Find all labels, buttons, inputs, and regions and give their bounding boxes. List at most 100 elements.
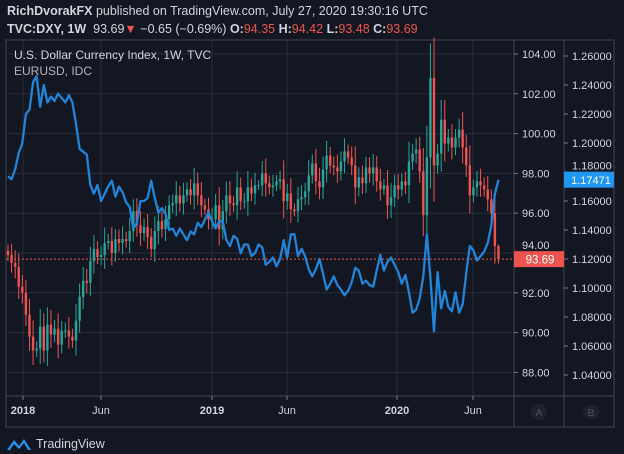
- candle-body: [336, 167, 339, 172]
- scale-button-b[interactable]: [583, 404, 599, 420]
- candle-body: [411, 153, 414, 162]
- candle-body: [282, 179, 285, 202]
- candle-body: [314, 163, 318, 182]
- close-label: C:: [373, 22, 387, 36]
- candle-body: [196, 183, 199, 196]
- symbol-label: TVC:DXY, 1W: [7, 22, 87, 36]
- scale-button-b-label[interactable]: B: [588, 408, 595, 419]
- candle-body: [465, 147, 468, 166]
- candle-body: [475, 181, 479, 188]
- candle-body: [432, 77, 436, 166]
- candle-body: [214, 205, 217, 220]
- candle-body: [182, 195, 185, 204]
- time-axis-label: Jun: [92, 405, 110, 417]
- candle-body: [189, 189, 192, 196]
- scale-button-a[interactable]: [531, 404, 547, 420]
- dxy-axis-label: 88.00: [522, 367, 550, 379]
- eurusd-axis-label: 1.20000: [572, 138, 612, 150]
- candle-body: [414, 149, 418, 154]
- candle-body: [343, 151, 346, 162]
- tradingview-brand: TradingView: [36, 437, 105, 451]
- candle-body: [296, 199, 300, 212]
- candle-body: [107, 241, 110, 244]
- candle-body: [203, 205, 207, 210]
- dxy-axis-label: 100.00: [522, 129, 556, 141]
- eurusd-axis-label: 1.12000: [572, 254, 612, 266]
- high-value: 94.42: [291, 22, 324, 36]
- candle-body: [200, 195, 203, 206]
- candle-body: [74, 320, 78, 341]
- candle-body: [307, 175, 310, 192]
- down-arrow-icon: ▼: [124, 22, 137, 36]
- candle-body: [253, 185, 257, 194]
- candle-body: [325, 155, 328, 170]
- candle-body: [268, 183, 271, 188]
- candle-body: [28, 314, 31, 337]
- candle-body: [311, 163, 314, 176]
- candle-body: [293, 209, 296, 212]
- candle-body: [139, 225, 142, 234]
- low-value: 93.48: [338, 22, 370, 36]
- candle-body: [303, 191, 307, 198]
- candle-body: [228, 195, 232, 204]
- candle-body: [339, 161, 343, 172]
- eurusd-last-price-label: 1.17471: [571, 175, 611, 187]
- candle-body: [436, 153, 439, 166]
- candle-body: [167, 205, 171, 220]
- candle-body: [468, 165, 472, 196]
- candle-body: [178, 195, 182, 204]
- candle-body: [393, 185, 396, 198]
- dxy-axis-label: 94.00: [522, 240, 550, 252]
- candle-body: [346, 151, 350, 158]
- last-price: 93.69: [93, 22, 125, 36]
- candle-body: [321, 169, 325, 188]
- candle-body: [425, 157, 429, 216]
- candle-body: [89, 260, 92, 283]
- candle-body: [53, 328, 56, 335]
- open-label: O:: [229, 22, 244, 36]
- candle-body: [39, 326, 42, 349]
- candle-body: [257, 185, 260, 187]
- candle-body: [67, 330, 71, 337]
- time-axis-label: 2018: [11, 405, 35, 417]
- candle-body: [286, 193, 289, 202]
- tradingview-logo: TradingView: [6, 436, 105, 452]
- candle-body: [96, 249, 99, 257]
- candle-body: [350, 157, 353, 166]
- candle-body: [71, 336, 74, 341]
- candle-body: [379, 181, 382, 190]
- candle-body: [153, 231, 156, 250]
- candle-body: [192, 183, 196, 196]
- dxy-axis-label: 104.00: [522, 49, 556, 61]
- candle-body: [128, 231, 131, 242]
- candle-body: [404, 181, 407, 186]
- close-value: 93.69: [386, 22, 418, 36]
- legend-dxy[interactable]: U.S. Dollar Currency Index, 1W, TVC: [14, 48, 212, 62]
- chart-frame: [5, 39, 615, 428]
- low-label: L:: [326, 22, 339, 36]
- candle-body: [17, 266, 20, 287]
- author-name[interactable]: RichDvorakFX: [7, 4, 93, 18]
- candle-body: [225, 195, 228, 212]
- dxy-last-price-badge: [514, 251, 564, 268]
- candle-body: [35, 348, 38, 351]
- candle-body: [400, 181, 403, 190]
- candle-body: [275, 181, 278, 186]
- candle-body: [13, 262, 17, 267]
- candle-body: [422, 171, 425, 216]
- open-value: 94.35: [243, 22, 276, 36]
- eurusd-axis-label: 1.24000: [572, 80, 612, 92]
- candle-body: [142, 227, 146, 234]
- candle-body: [386, 185, 389, 206]
- candle-body: [264, 173, 267, 184]
- candle-body: [493, 213, 497, 247]
- candle-body: [368, 167, 371, 174]
- candle-body: [486, 189, 489, 200]
- time-axis-label: Jun: [464, 405, 482, 417]
- legend-eurusd[interactable]: EURUSD, IDC: [14, 64, 93, 78]
- eurusd-axis-label: 1.10000: [572, 283, 612, 295]
- scale-button-a-label[interactable]: A: [536, 408, 543, 419]
- time-axis-label: Jun: [278, 405, 296, 417]
- candle-body: [110, 241, 114, 253]
